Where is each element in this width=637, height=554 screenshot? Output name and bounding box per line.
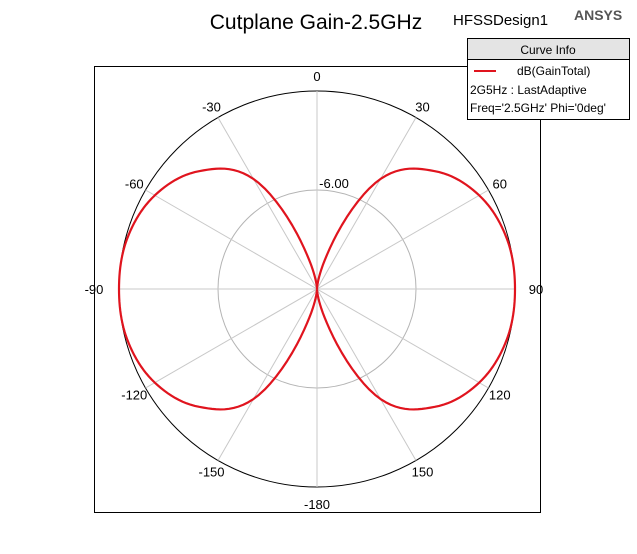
angle-label: -120 bbox=[121, 388, 147, 403]
legend-entry-setup: 2G5Hz : LastAdaptive bbox=[470, 83, 587, 97]
series-line-0 bbox=[117, 167, 517, 411]
series-layer bbox=[117, 167, 517, 411]
angle-labels: 0 30 60 90 120 150 -180 -150 -120 -90 -60 -30 bbox=[85, 69, 544, 512]
legend-header-label: Curve Info bbox=[520, 43, 576, 57]
legend-box: Curve Info dB(GainTotal) 2G5Hz : LastAda… bbox=[467, 38, 630, 120]
angle-label: -60 bbox=[125, 177, 144, 192]
chart-title: Cutplane Gain-2.5GHz bbox=[210, 11, 422, 34]
angle-label: 150 bbox=[412, 465, 434, 480]
angle-label: 120 bbox=[489, 388, 511, 403]
angle-label: -30 bbox=[202, 99, 221, 114]
angle-label: -90 bbox=[85, 282, 104, 297]
brand-logo: ANSYS bbox=[574, 7, 622, 23]
radial-tick-label: -6.00 bbox=[319, 176, 349, 191]
angle-label: 0 bbox=[313, 69, 320, 84]
angle-label: -150 bbox=[198, 465, 224, 480]
angle-label: 30 bbox=[415, 99, 429, 114]
legend-entry-params: Freq='2.5GHz' Phi='0deg' bbox=[470, 101, 606, 115]
plot-frame bbox=[94, 66, 541, 513]
angle-label: 60 bbox=[492, 177, 506, 192]
design-name: HFSSDesign1 bbox=[453, 12, 548, 29]
legend-entry-label: dB(GainTotal) bbox=[517, 64, 590, 78]
angle-label: -180 bbox=[304, 497, 330, 512]
radial-labels: -6.00 bbox=[319, 176, 349, 191]
angle-label: 90 bbox=[529, 282, 543, 297]
legend-header bbox=[468, 39, 629, 59]
